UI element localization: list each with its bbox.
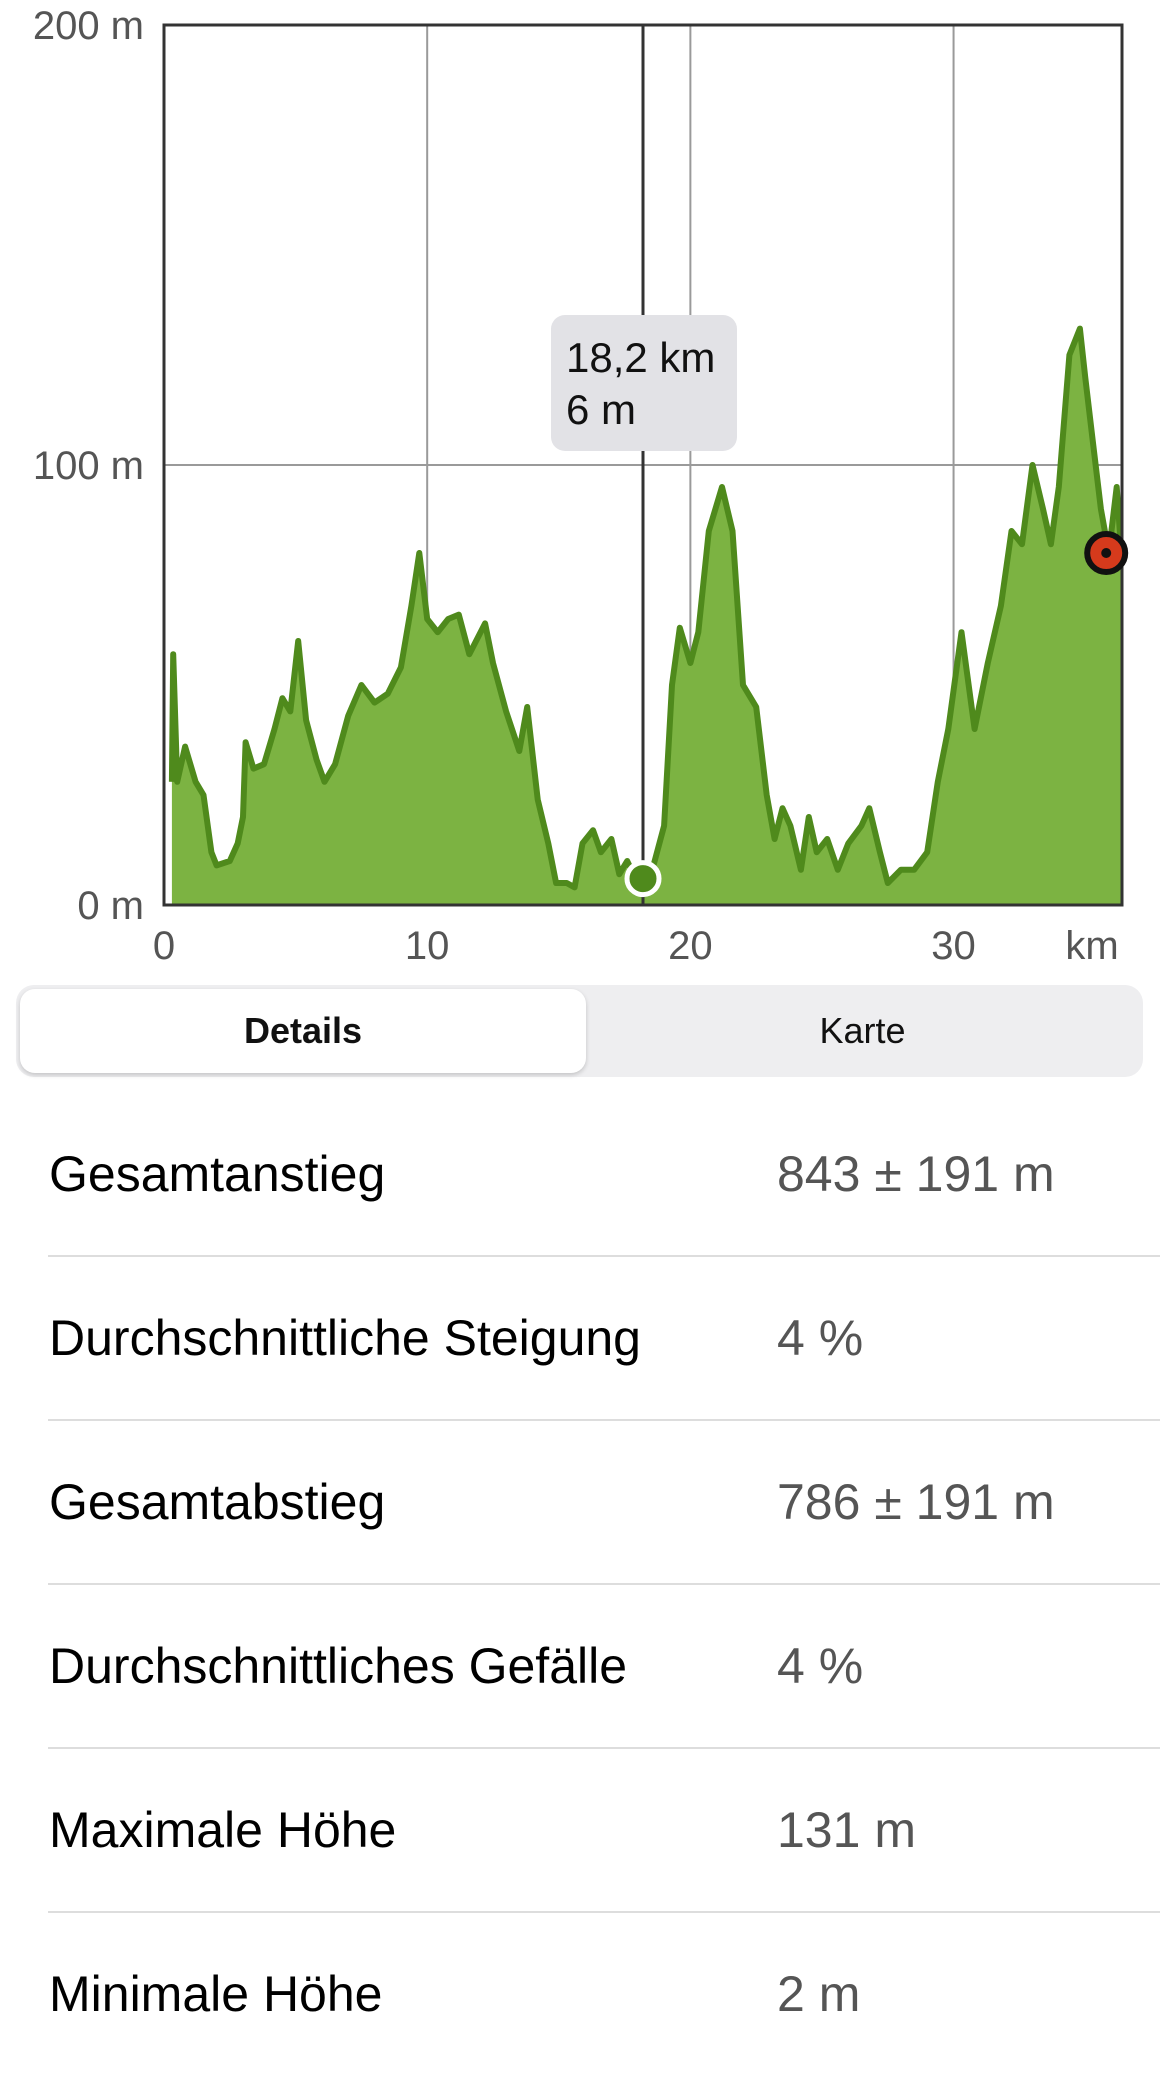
row-label: Minimale Höhe	[49, 1966, 383, 2022]
detail-row: Durchschnittliche Steigung 4 %	[0, 1256, 1170, 1420]
separator	[48, 1255, 1160, 1257]
elevation-area	[171, 328, 1122, 906]
row-value: 786 ± 191 m	[777, 1474, 1055, 1530]
row-label: Gesamtabstieg	[49, 1474, 386, 1530]
x-tick-label: 20	[668, 924, 713, 968]
x-tick-label: 0	[153, 924, 175, 968]
row-label: Durchschnittliche Steigung	[49, 1310, 641, 1366]
row-value: 843 ± 191 m	[777, 1146, 1055, 1202]
end-marker-dot	[1101, 548, 1112, 558]
row-label: Gesamtanstieg	[49, 1146, 386, 1202]
detail-row: Gesamtabstieg 786 ± 191 m	[0, 1420, 1170, 1584]
row-value: 4 %	[777, 1310, 864, 1366]
row-value: 131 m	[777, 1802, 916, 1858]
y-tick-label: 200 m	[33, 4, 144, 48]
tab-karte[interactable]: Karte	[819, 1010, 906, 1051]
x-tick-label: 30	[931, 924, 976, 968]
tab-details[interactable]: Details	[243, 1010, 363, 1051]
x-tick-label: 10	[405, 924, 450, 968]
detail-row: Maximale Höhe 131 m	[0, 1748, 1170, 1912]
row-label: Maximale Höhe	[49, 1802, 397, 1858]
separator	[48, 1419, 1160, 1421]
tooltip-elevation: 6 m	[566, 386, 636, 433]
detail-row: Minimale Höhe 2 m	[0, 1912, 1170, 2076]
y-tick-label: 0 m	[77, 884, 144, 928]
tooltip-box	[551, 315, 737, 451]
detail-row: Durchschnittliches Gefälle 4 %	[0, 1584, 1170, 1748]
segmented-control: Details Karte	[16, 985, 1143, 1077]
selected-segment	[20, 989, 586, 1073]
separator	[48, 1911, 1160, 1913]
row-value: 4 %	[777, 1638, 864, 1694]
separator	[48, 1747, 1160, 1749]
row-label: Durchschnittliches Gefälle	[49, 1638, 628, 1694]
detail-row: Gesamtanstieg 843 ± 191 m	[0, 1092, 1170, 1256]
x-axis-unit: km	[1065, 924, 1118, 968]
y-tick-label: 100 m	[33, 444, 144, 488]
tooltip-distance: 18,2 km	[566, 334, 715, 381]
cursor-point	[624, 860, 662, 898]
elevation-chart: 0 m 100 m 200 m 0 10 20 30 km 18,2 km 6 m	[33, 4, 1129, 968]
row-value: 2 m	[777, 1966, 861, 2022]
separator	[48, 1583, 1160, 1585]
